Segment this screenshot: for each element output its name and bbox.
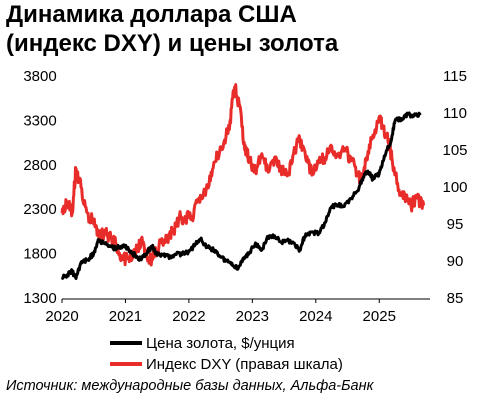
- x-tick-label-0: 2020: [45, 308, 78, 325]
- series-line-gold: [60, 111, 422, 280]
- y-left-tick-label-0: 3800: [23, 68, 56, 85]
- chart-title: Динамика доллара США (индекс DXY) и цены…: [6, 0, 490, 58]
- y-left-tick-label-4: 1800: [23, 246, 56, 263]
- y-right-tick-label-2: 105: [442, 142, 467, 159]
- y-right-tick-label-4: 95: [447, 216, 464, 233]
- y-right-tick-label-3: 100: [442, 179, 467, 196]
- chart-title-line-2: (индекс DXY) и цены золота: [6, 30, 339, 57]
- legend-label-1: Индекс DXY (правая шкала): [146, 356, 343, 373]
- source-note: Источник: международные базы данных, Аль…: [6, 378, 374, 394]
- y-left-tick-label-3: 2300: [23, 201, 56, 218]
- y-right-tick-label-5: 90: [447, 253, 464, 270]
- x-tick-label-3: 2023: [236, 308, 269, 325]
- x-tick-label-5: 2025: [363, 308, 396, 325]
- y-right-tick-label-0: 115: [443, 68, 467, 85]
- y-right-tick-label-1: 110: [443, 105, 467, 122]
- y-left-tick-label-5: 1300: [23, 290, 56, 307]
- chart-title-line-1: Динамика доллара США: [6, 1, 297, 28]
- y-right-tick-label-6: 85: [447, 290, 464, 307]
- series-line-dxy: [60, 83, 426, 267]
- legend-label-0: Цена золота, $/унция: [146, 335, 295, 352]
- x-tick-label-1: 2021: [109, 308, 142, 325]
- x-tick-label-2: 2022: [172, 308, 205, 325]
- y-left-tick-label-2: 2800: [23, 157, 56, 174]
- x-tick-label-4: 2024: [299, 308, 332, 325]
- y-left-tick-label-1: 3300: [23, 112, 56, 129]
